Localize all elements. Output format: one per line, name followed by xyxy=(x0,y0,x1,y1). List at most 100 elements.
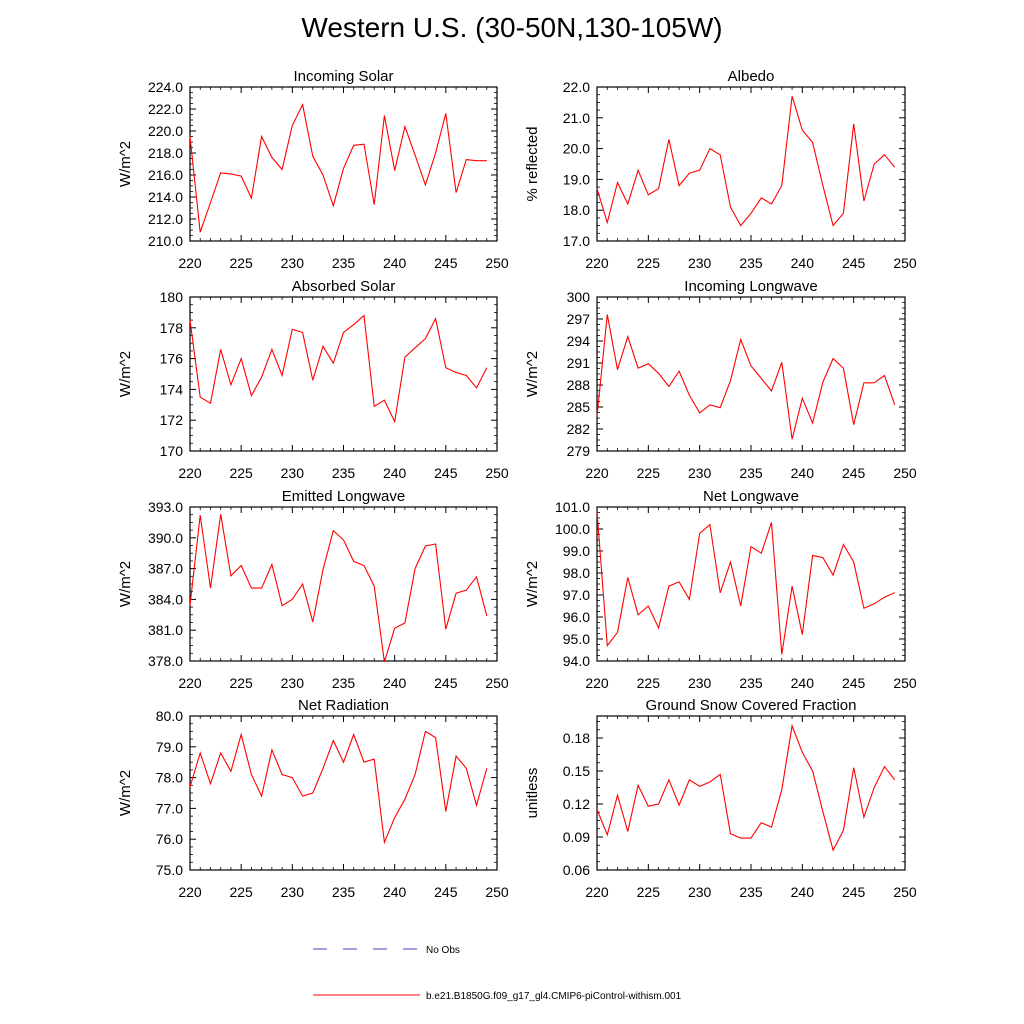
y-tick-label: 288 xyxy=(567,377,591,393)
y-tick-label: 224.0 xyxy=(148,79,183,95)
plot-frame xyxy=(189,86,498,242)
series-line xyxy=(189,730,488,845)
legend-label: b.e21.B1850G.f09_g17_gl4.CMIP6-piControl… xyxy=(426,991,682,1002)
x-tick-label: 240 xyxy=(791,884,815,900)
chart-title: Incoming Longwave xyxy=(684,278,817,295)
x-tick-label: 240 xyxy=(383,255,407,271)
x-tick-label: 250 xyxy=(893,884,917,900)
x-tick-label: 250 xyxy=(485,675,509,691)
y-tick-label: 285 xyxy=(567,399,591,415)
y-axis-label: W/m^2 xyxy=(117,561,134,607)
y-tick-label: 222.0 xyxy=(148,101,183,117)
x-tick-label: 235 xyxy=(332,255,356,271)
y-axis-label: % reflected xyxy=(524,126,541,201)
chart-title: Incoming Solar xyxy=(293,68,393,85)
chart-panel-5: Emitted Longwave W/m^2 220 225 230 235 240 245 2… xyxy=(117,488,509,691)
legend-label: No Obs xyxy=(426,945,460,956)
y-tick-label: 387.0 xyxy=(148,561,183,577)
x-tick-label: 240 xyxy=(791,675,815,691)
x-tick-label: 225 xyxy=(637,884,661,900)
x-tick-label: 220 xyxy=(585,884,609,900)
x-tick-label: 235 xyxy=(739,465,763,481)
x-tick-label: 220 xyxy=(585,255,609,271)
chart-panel-8: Ground Snow Covered Fraction unitless 220 2… xyxy=(524,697,917,900)
x-tick-label: 225 xyxy=(229,255,253,271)
y-tick-label: 378.0 xyxy=(148,653,183,669)
chart-title: Net Longwave xyxy=(703,488,799,505)
y-tick-label: 178 xyxy=(160,320,184,336)
y-tick-label: 75.0 xyxy=(156,862,183,878)
chart-panel-3: Absorbed Solar W/m^2 220 225 230 235 240 245 250… xyxy=(117,278,509,481)
plot-frame xyxy=(189,506,498,662)
y-tick-label: 0.06 xyxy=(563,862,590,878)
y-axis-label: W/m^2 xyxy=(524,351,541,397)
x-tick-label: 230 xyxy=(688,675,712,691)
y-tick-label: 17.0 xyxy=(563,233,590,249)
y-tick-label: 170 xyxy=(160,443,184,459)
y-tick-label: 95.0 xyxy=(563,631,590,647)
y-tick-label: 384.0 xyxy=(148,591,183,607)
chart-title: Ground Snow Covered Fraction xyxy=(646,697,857,714)
chart-title: Net Radiation xyxy=(298,697,389,714)
x-tick-label: 225 xyxy=(229,675,253,691)
y-tick-label: 180 xyxy=(160,289,184,305)
y-tick-label: 220.0 xyxy=(148,123,183,139)
x-tick-label: 220 xyxy=(585,675,609,691)
y-tick-label: 77.0 xyxy=(156,800,183,816)
x-tick-label: 245 xyxy=(842,465,866,481)
x-tick-label: 245 xyxy=(434,675,458,691)
chart-title: Emitted Longwave xyxy=(282,488,405,505)
x-tick-label: 250 xyxy=(485,884,509,900)
y-tick-label: 18.0 xyxy=(563,202,590,218)
x-tick-label: 225 xyxy=(637,675,661,691)
y-tick-label: 381.0 xyxy=(148,622,183,638)
y-tick-label: 96.0 xyxy=(563,609,590,625)
y-tick-label: 79.0 xyxy=(156,739,183,755)
y-axis-label: unitless xyxy=(524,768,541,819)
series-line xyxy=(596,511,895,655)
y-tick-label: 282 xyxy=(567,421,591,437)
y-tick-label: 172 xyxy=(160,412,184,428)
x-tick-label: 245 xyxy=(842,675,866,691)
chart-title: Absorbed Solar xyxy=(292,278,395,295)
y-tick-label: 214.0 xyxy=(148,189,183,205)
y-tick-label: 76.0 xyxy=(156,831,183,847)
x-tick-label: 250 xyxy=(893,255,917,271)
x-tick-label: 230 xyxy=(688,255,712,271)
y-tick-label: 94.0 xyxy=(563,653,590,669)
y-tick-label: 97.0 xyxy=(563,587,590,603)
x-tick-label: 240 xyxy=(383,675,407,691)
y-axis-label: W/m^2 xyxy=(117,141,134,187)
y-axis-label: W/m^2 xyxy=(117,351,134,397)
chart-panel-2: Albedo % reflected 220 225 230 235 240 245 250 17… xyxy=(524,68,917,271)
x-tick-label: 220 xyxy=(178,884,202,900)
y-tick-label: 291 xyxy=(567,355,591,371)
x-tick-label: 240 xyxy=(383,465,407,481)
y-tick-label: 176 xyxy=(160,351,184,367)
x-tick-label: 220 xyxy=(178,255,202,271)
x-tick-label: 245 xyxy=(434,884,458,900)
x-tick-label: 225 xyxy=(229,465,253,481)
y-tick-label: 279 xyxy=(567,443,591,459)
x-tick-label: 240 xyxy=(791,465,815,481)
x-tick-label: 240 xyxy=(791,255,815,271)
figure-title: Western U.S. (30-50N,130-105W) xyxy=(301,12,723,43)
y-tick-label: 300 xyxy=(567,289,591,305)
x-tick-label: 230 xyxy=(281,884,305,900)
x-tick-label: 225 xyxy=(637,255,661,271)
y-tick-label: 22.0 xyxy=(563,79,590,95)
x-tick-label: 250 xyxy=(893,675,917,691)
chart-panel-4: Incoming Longwave W/m^2 220 225 230 235 240 245… xyxy=(524,278,917,481)
y-tick-label: 218.0 xyxy=(148,145,183,161)
y-tick-label: 0.09 xyxy=(563,829,590,845)
x-tick-label: 235 xyxy=(739,884,763,900)
x-tick-label: 235 xyxy=(332,884,356,900)
series-line xyxy=(596,723,896,852)
plot-frame xyxy=(189,296,498,452)
x-tick-label: 250 xyxy=(485,255,509,271)
x-tick-label: 250 xyxy=(485,465,509,481)
x-tick-label: 245 xyxy=(842,255,866,271)
x-tick-label: 250 xyxy=(893,465,917,481)
series-line xyxy=(596,96,896,227)
